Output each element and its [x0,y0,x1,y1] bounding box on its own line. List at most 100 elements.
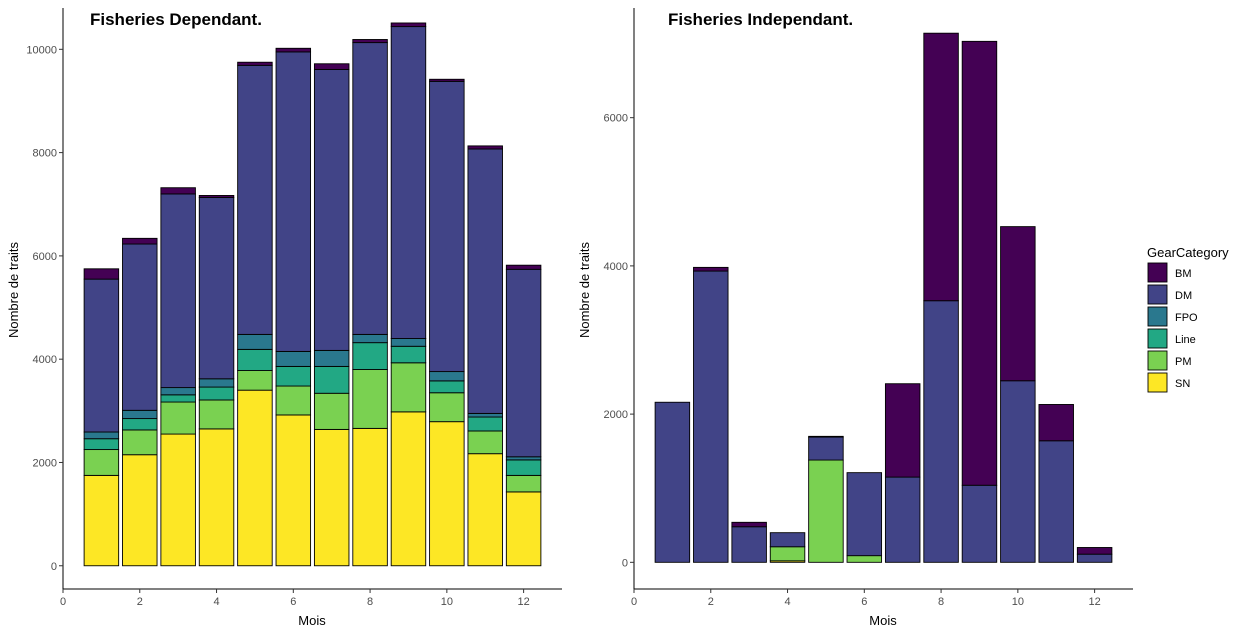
bar-segment-sn-month-7 [313,428,350,567]
bar-segment-dm-month-4 [769,532,806,548]
bar-segment-dm-month-3 [160,193,196,389]
y-tick-label: 4000 [33,354,57,366]
bar-layer [83,22,542,567]
x-axis-label: Mois [869,613,897,628]
axis-layer: 0 2000 4000 6000 8000 10000 0 2 4 6 8 10 12 [26,8,562,608]
legend-swatch-dm [1147,284,1168,305]
bar-segment-fpo-month-6 [275,350,312,367]
bar-segment-dm-month-6 [275,51,312,352]
bar-segment-dm-month-1 [654,401,691,563]
legend-label-sn: SN [1175,378,1190,390]
axis-layer: 0 2000 4000 6000 0 2 4 6 8 10 12 [604,8,1133,608]
panel-fisheries-independant: Fisheries Independant. Mois Nombre de tr… [577,8,1133,628]
bar-segment-dm-month-1 [83,278,120,433]
bar-segment-pm-month-6 [275,385,312,416]
bar-segment-fpo-month-8 [352,333,388,344]
bar-segment-bm-month-2 [693,266,729,272]
bar-segment-sn-month-10 [429,421,465,567]
legend-swatch-fpo [1147,306,1168,327]
x-tick-label: 4 [784,596,790,608]
bar-segment-dm-month-8 [923,300,959,563]
y-tick-label: 0 [622,557,628,569]
bar-segment-sn-month-5 [237,389,273,567]
bar-segment-sn-month-1 [83,474,120,567]
legend-items: BM DM FPO Line PM SN [1147,262,1198,393]
bar-segment-line-month-12 [505,459,542,476]
bar-segment-dm-month-5 [808,436,844,461]
legend: GearCategory BM DM FPO Line PM SN [1147,245,1229,393]
legend-label-fpo: FPO [1175,312,1198,324]
bar-segment-line-month-5 [237,348,273,371]
bar-segment-dm-month-9 [390,26,427,339]
bar-segment-line-month-1 [83,438,120,451]
bar-segment-sn-month-12 [505,491,542,567]
x-tick-label: 2 [708,596,714,608]
y-tick-label: 2000 [604,409,628,421]
bar-segment-dm-month-2 [122,243,158,411]
bar-segment-fpo-month-5 [237,333,273,350]
bar-segment-pm-month-8 [352,369,388,429]
bar-segment-bm-month-12 [1076,547,1113,555]
bar-segment-pm-month-11 [467,430,503,455]
bar-segment-line-month-11 [467,416,503,432]
x-tick-label: 12 [517,596,529,608]
x-axis-label: Mois [298,613,326,628]
bar-segment-bm-month-9 [961,40,998,486]
y-tick-label: 8000 [33,148,57,160]
bar-segment-pm-month-6 [846,555,883,563]
panel-title: Fisheries Dependant. [90,10,262,29]
bar-segment-sn-month-6 [275,414,312,567]
x-tick-label: 8 [367,596,373,608]
bar-segment-fpo-month-4 [198,378,235,388]
bar-segment-dm-month-10 [1000,380,1036,563]
bar-segment-dm-month-6 [846,472,883,557]
bar-segment-bm-month-7 [313,63,350,70]
bar-segment-line-month-10 [429,380,465,394]
bar-segment-pm-month-4 [769,546,806,562]
bar-segment-fpo-month-7 [313,349,350,367]
legend-swatch-line [1147,328,1168,349]
y-tick-label: 10000 [26,44,57,56]
bar-segment-dm-month-11 [467,148,503,414]
bar-segment-line-month-6 [275,365,312,387]
bar-segment-fpo-month-3 [160,387,196,396]
bar-segment-bm-month-5 [237,61,273,66]
bar-segment-pm-month-1 [83,449,120,476]
bar-segment-bm-month-10 [1000,226,1036,382]
bar-segment-fpo-month-12 [505,456,542,461]
bar-segment-bm-month-11 [467,145,503,150]
x-tick-label: 10 [441,596,453,608]
panel-title: Fisheries Independant. [668,10,853,29]
x-tick-label: 8 [938,596,944,608]
legend-label-line: Line [1175,334,1196,346]
x-tick-label: 0 [60,596,66,608]
bar-segment-dm-month-8 [352,42,388,335]
legend-label-pm: PM [1175,356,1192,368]
bar-segment-line-month-3 [160,394,196,403]
bar-segment-pm-month-7 [313,392,350,430]
bar-segment-fpo-month-10 [429,371,465,382]
y-axis-label: Nombre de traits [6,241,21,338]
x-tick-label: 6 [861,596,867,608]
bar-segment-dm-month-3 [731,526,767,563]
bar-segment-sn-month-3 [160,433,196,567]
bar-segment-bm-month-10 [429,78,465,82]
bar-segment-pm-month-3 [160,401,196,435]
bar-segment-bm-month-2 [122,237,158,245]
bar-segment-line-month-7 [313,365,350,394]
bar-segment-dm-month-2 [693,270,729,563]
bar-segment-bm-month-8 [352,39,388,44]
bar-segment-sn-month-2 [122,454,158,567]
y-tick-label: 4000 [604,261,628,273]
bar-segment-bm-month-12 [505,264,542,270]
bar-layer [654,32,1113,563]
bar-segment-dm-month-12 [1076,553,1113,563]
y-tick-label: 6000 [604,113,628,125]
panel-fisheries-dependant: Fisheries Dependant. Mois Nombre de trai… [6,8,562,628]
bar-segment-fpo-month-9 [390,338,427,347]
legend-title: GearCategory [1147,245,1229,260]
bar-segment-pm-month-12 [505,474,542,493]
legend-swatch-sn [1147,372,1168,393]
bar-segment-fpo-month-1 [83,431,120,440]
